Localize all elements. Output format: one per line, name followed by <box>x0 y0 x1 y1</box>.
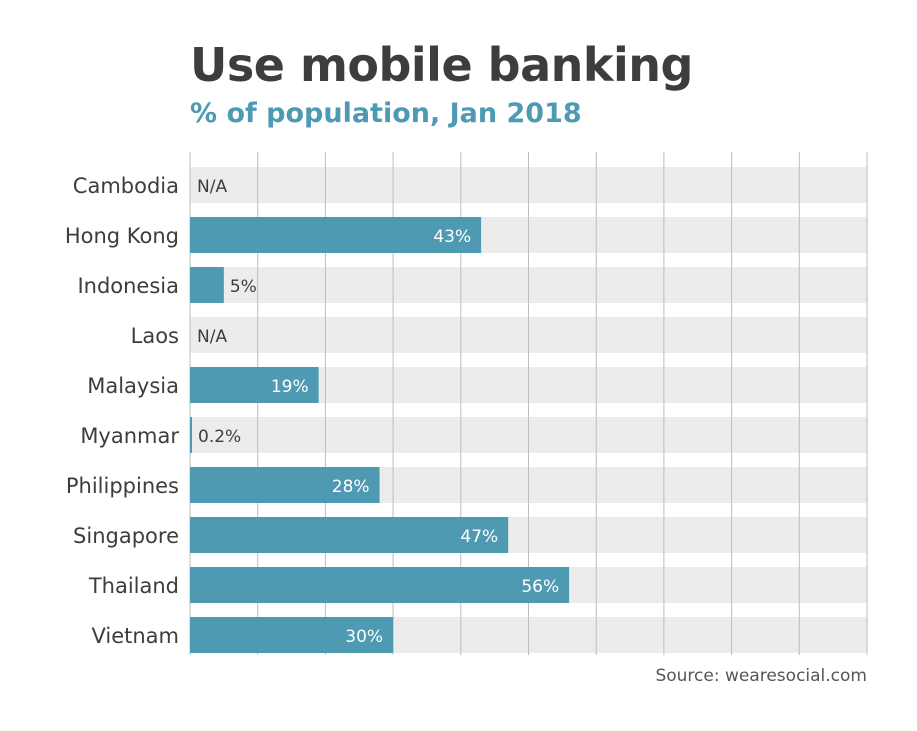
category-labels: Cambodia Hong Kong Indonesia Laos Malaysia My… <box>65 174 180 648</box>
category-label-hong-kong: Hong Kong <box>65 224 179 248</box>
value-labels: N/A 43% 5% N/A 19% 0.2% 28% 47% 56% 30% <box>197 177 559 647</box>
category-label-cambodia: Cambodia <box>73 174 179 198</box>
value-label-singapore: 47% <box>460 527 498 547</box>
bar-vietnam <box>190 617 394 653</box>
category-label-singapore: Singapore <box>73 524 179 548</box>
value-label-hong-kong: 43% <box>433 227 471 247</box>
category-label-laos: Laos <box>131 324 179 348</box>
bar-malaysia <box>190 367 319 403</box>
bar-philippines <box>190 467 380 503</box>
category-label-vietnam: Vietnam <box>91 624 179 648</box>
value-label-malaysia: 19% <box>271 377 309 397</box>
bar-hong-kong <box>190 217 482 253</box>
value-label-philippines: 28% <box>332 477 370 497</box>
value-label-myanmar: 0.2% <box>198 427 241 447</box>
value-label-cambodia: N/A <box>197 177 227 197</box>
category-label-indonesia: Indonesia <box>77 274 179 298</box>
value-label-thailand: 56% <box>521 577 559 597</box>
bar-myanmar <box>190 417 192 453</box>
chart-subtitle: % of population, Jan 2018 <box>190 98 582 129</box>
chart-title: Use mobile banking <box>190 38 693 92</box>
category-label-thailand: Thailand <box>88 574 179 598</box>
bar-singapore <box>190 517 509 553</box>
category-label-myanmar: Myanmar <box>80 424 179 448</box>
value-label-laos: N/A <box>197 327 227 347</box>
source-note: Source: wearesocial.com <box>655 666 867 686</box>
bar-thailand <box>190 567 570 603</box>
value-label-vietnam: 30% <box>345 627 383 647</box>
bar-indonesia <box>190 267 224 303</box>
value-label-indonesia: 5% <box>230 277 257 297</box>
category-label-philippines: Philippines <box>66 474 179 498</box>
bars <box>190 217 570 653</box>
category-label-malaysia: Malaysia <box>87 374 179 398</box>
